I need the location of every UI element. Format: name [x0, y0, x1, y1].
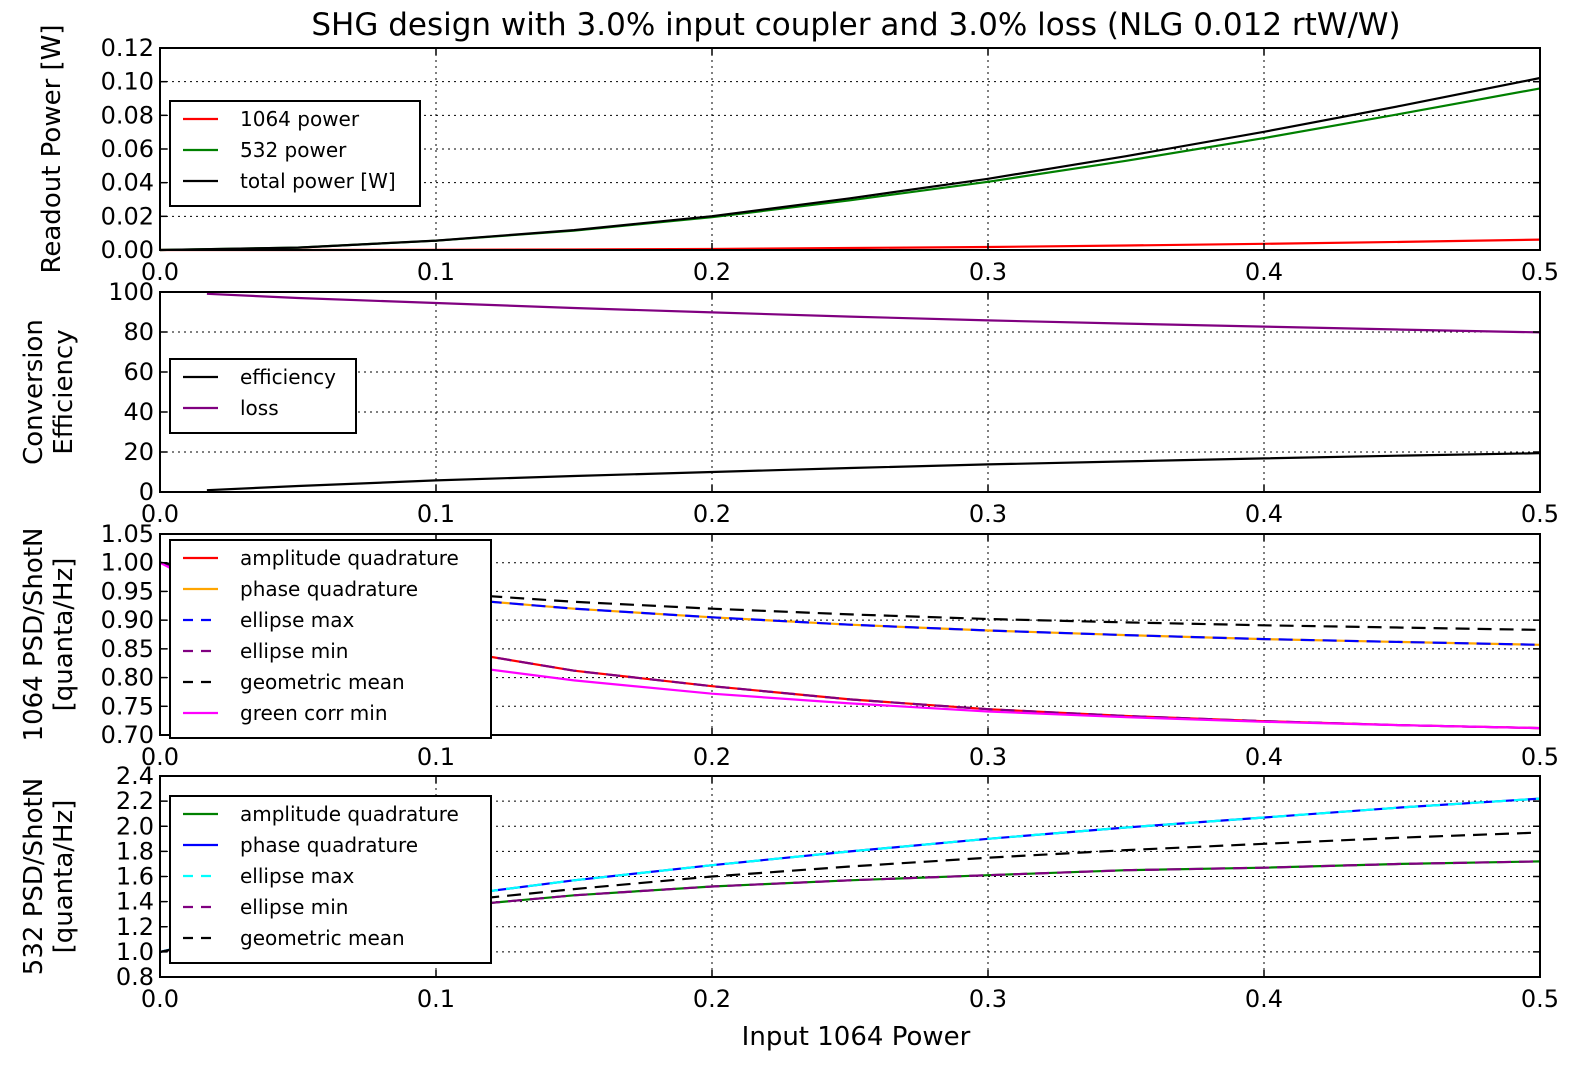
legend-box [169, 358, 357, 434]
y-tick-label: 80 [123, 318, 154, 346]
y-axis-label: Conversion [19, 319, 49, 465]
x-tick-label: 0.0 [141, 985, 179, 1013]
legend-label: phase quadrature [240, 577, 418, 601]
x-tick-label: 0.2 [693, 258, 731, 286]
y-tick-label: 0.06 [101, 135, 154, 163]
y-tick-label: 1.6 [116, 863, 154, 891]
panel-1064-psd: 0.0 0.1 0.2 0.3 0.4 0.5 0.700.750.800.850.900.… [19, 520, 1559, 771]
legend-label: amplitude quadrature [240, 802, 459, 826]
legend-label: phase quadrature [240, 833, 418, 857]
x-tick-label: 0.2 [693, 985, 731, 1013]
y-tick-label: 1.2 [116, 913, 154, 941]
y-axis-label: Readout Power [W] [37, 24, 67, 273]
legend-label: ellipse max [240, 608, 354, 632]
x-tick-label: 0.3 [969, 985, 1007, 1013]
y-tick-label: 0.12 [101, 34, 154, 62]
x-tick-label: 0.2 [693, 743, 731, 771]
y-tick-label: 0.00 [101, 236, 154, 264]
y-tick-label: 1.00 [101, 549, 154, 577]
y-tick-label: 1.4 [116, 888, 154, 916]
y-tick-label: 0.80 [101, 664, 154, 692]
x-tick-label: 0.3 [969, 743, 1007, 771]
x-tick-label: 0.4 [1245, 258, 1283, 286]
legend-label: 1064 power [240, 107, 360, 131]
legend-label: ellipse max [240, 864, 354, 888]
x-tick-label: 0.1 [417, 500, 455, 528]
y-tick-label: 0.90 [101, 606, 154, 634]
legend-label: green corr min [240, 701, 388, 725]
figure-title: SHG design with 3.0% input coupler and 3… [311, 7, 1400, 43]
y-axis-label: [quanta/Hz] [49, 558, 79, 712]
x-tick-label: 0.5 [1521, 500, 1559, 528]
y-tick-label: 1.8 [116, 837, 154, 865]
y-tick-label: 0.02 [101, 202, 154, 230]
y-tick-label: 1.05 [101, 520, 154, 548]
legend-label: efficiency [240, 365, 336, 389]
legend-label: loss [240, 396, 279, 420]
x-tick-label: 0.0 [141, 743, 179, 771]
y-tick-label: 0.10 [101, 68, 154, 96]
axes-frame [159, 291, 1541, 493]
y-tick-label: 100 [108, 278, 154, 306]
y-tick-label: 0.04 [101, 169, 154, 197]
y-axis-label: 532 PSD/ShotN [19, 778, 49, 975]
x-tick-label: 0.2 [693, 500, 731, 528]
series-line-efficiency [206, 452, 1541, 492]
y-tick-label: 0.85 [101, 635, 154, 663]
y-tick-label: 2.4 [116, 762, 154, 790]
axes-frame [159, 533, 1541, 736]
y-tick-label: 0.8 [116, 963, 154, 991]
panel-532-psd: 0.0 0.1 0.2 0.3 0.4 0.50.81.01.21.41.61.82.02… [19, 762, 1559, 1013]
legend-label: amplitude quadrature [240, 546, 459, 570]
y-tick-label: 60 [123, 358, 154, 386]
legend-label: ellipse min [240, 639, 348, 663]
panel-conversion-efficiency: 0.0 0.1 0.2 0.3 0.4 0.5 0 20 40 60 80 100 Conversion… [19, 278, 1559, 528]
x-axis-label: Input 1064 Power [742, 1022, 971, 1052]
y-tick-label: 40 [123, 398, 154, 426]
x-tick-label: 0.5 [1521, 985, 1559, 1013]
x-tick-label: 0.1 [417, 985, 455, 1013]
y-tick-label: 0.70 [101, 721, 154, 749]
legend-label: geometric mean [240, 926, 405, 950]
y-axis-label: Efficiency [49, 329, 79, 454]
y-tick-label: 0 [139, 478, 154, 506]
legend-label: 532 power [240, 138, 347, 162]
legend-label: geometric mean [240, 670, 405, 694]
x-tick-label: 0.0 [141, 258, 179, 286]
panel-readout-power: 0.0 0.1 0.2 0.3 0.4 0.5 0.00 0.02 0.04 0.06 0.08 0.… [37, 24, 1559, 286]
legend-label: ellipse min [240, 895, 348, 919]
y-tick-label: 1.0 [116, 938, 154, 966]
series-line-geometric-mean [159, 831, 1541, 953]
legend-label: total power [W] [240, 169, 396, 193]
series-line-loss [206, 292, 1541, 334]
series-line-total-power-w- [159, 76, 1541, 252]
x-tick-label: 0.1 [417, 743, 455, 771]
x-tick-label: 0.1 [417, 258, 455, 286]
legend-box [169, 539, 492, 739]
y-tick-label: 20 [123, 438, 154, 466]
y-axis-label: 1064 PSD/ShotN [19, 528, 49, 742]
y-tick-label: 2.0 [116, 812, 154, 840]
x-tick-label: 0.4 [1245, 743, 1283, 771]
legend-box [169, 795, 492, 964]
x-tick-label: 0.3 [969, 258, 1007, 286]
x-tick-label: 0.4 [1245, 500, 1283, 528]
y-tick-label: 0.08 [101, 101, 154, 129]
y-axis-label: [quanta/Hz] [49, 800, 79, 954]
x-tick-label: 0.4 [1245, 985, 1283, 1013]
y-tick-label: 2.2 [116, 787, 154, 815]
y-tick-label: 0.75 [101, 692, 154, 720]
x-tick-label: 0.3 [969, 500, 1007, 528]
x-tick-label: 0.5 [1521, 258, 1559, 286]
x-tick-label: 0.5 [1521, 743, 1559, 771]
y-tick-label: 0.95 [101, 577, 154, 605]
x-tick-label: 0.0 [141, 500, 179, 528]
